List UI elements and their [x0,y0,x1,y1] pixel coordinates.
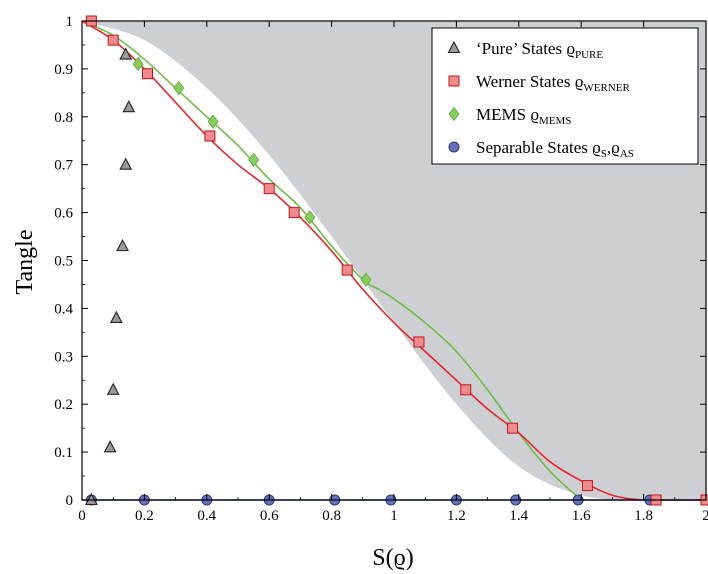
diamond-marker-0 [132,56,144,72]
diamond-marker-2 [207,114,219,129]
legend: ‘Pure’ States ϱPURE Werner States ϱWERNER… [431,27,699,165]
square-marker-1 [107,34,119,46]
square-marker-10 [581,480,593,492]
x-tick-label-6: 1.2 [447,508,466,524]
square-marker-9 [507,422,519,434]
y-tick-label-2: 0.2 [54,397,73,413]
x-tick-label-1: 0.2 [135,508,154,524]
x-tick-label-5: 1 [390,508,398,524]
square-marker-8 [460,384,472,396]
square-marker-3 [204,130,216,142]
triangle-marker-3 [109,310,123,324]
x-axis-title: S(ϱ) [372,545,414,571]
diamond-marker-1 [173,80,185,96]
legend-label-1: Werner States ϱWERNER [476,72,630,94]
triangle-marker-0 [84,492,98,506]
y-tick-label-9: 0.9 [54,62,73,78]
triangle-marker-6 [122,100,136,113]
y-axis-title: Tangle [12,230,38,295]
x-tick-label-0: 0 [78,508,86,524]
square-marker-4 [263,183,275,195]
x-tick-label-9: 1.8 [634,508,653,524]
square-marker-5 [288,207,300,219]
x-tick-label-2: 0.4 [197,508,216,524]
axes: 0 0.2 0.4 0.6 0.8 1 1.2 1.4 1.6 1.8 2 0 0.1 0.2 0.3 0.4… [54,14,708,524]
legend-label-3: Separable States ϱS,ϱAS [476,138,634,160]
square-marker-2 [142,68,154,80]
legend-marker-square [448,75,460,87]
y-tick-label-4: 0.4 [54,301,73,317]
y-tick-label-7: 0.7 [54,158,73,174]
y-tick-label-6: 0.6 [54,206,73,222]
triangle-marker-5 [119,157,133,170]
square-marker-6 [341,264,353,276]
diamond-marker-5 [360,272,372,287]
legend-marker-diamond [448,106,460,122]
triangle-marker-1 [103,440,117,453]
diamond-marker-4 [304,210,316,225]
square-marker-7 [413,336,425,348]
triangle-marker-2 [106,382,120,395]
y-tick-label-8: 0.8 [54,110,73,126]
triangle-marker-7 [119,47,133,60]
y-tick-label-10: 1 [66,14,74,30]
werner-curve [81,20,706,502]
triangle-marker-4 [116,238,129,252]
x-tick-label-7: 1.4 [509,508,528,524]
x-tick-label-3: 0.6 [260,508,279,524]
legend-marker-triangle [447,40,461,54]
y-tick-label-3: 0.3 [54,349,73,365]
diamond-marker-3 [248,152,260,168]
legend-label-2: MEMS ϱMEMS [476,105,571,127]
y-tick-label-0: 0 [66,493,74,509]
y-tick-label-5: 0.5 [54,254,73,270]
x-tick-label-8: 1.6 [572,508,591,524]
x-tick-label-4: 0.8 [322,508,341,524]
y-tick-label-1: 0.1 [54,445,73,461]
legend-label-0: ‘Pure’ States ϱPURE [476,39,603,61]
legend-marker-circle [448,141,460,153]
legend-box [431,27,699,165]
x-tick-label-10: 2 [702,508,708,524]
